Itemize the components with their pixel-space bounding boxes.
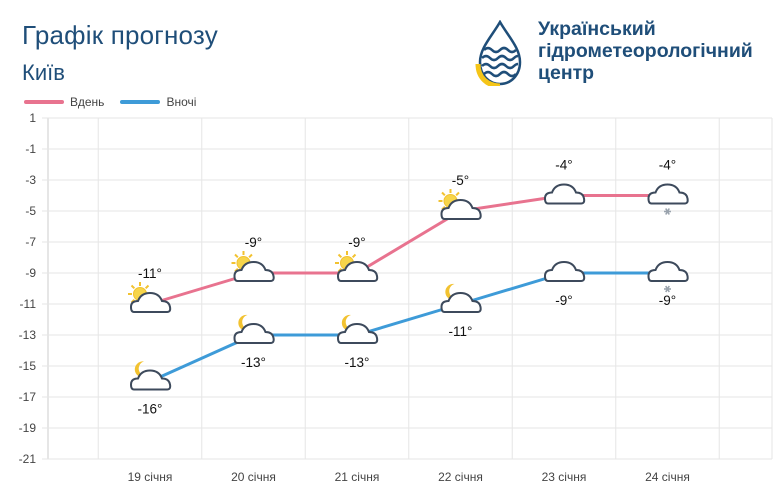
cloud-shape [336,260,379,282]
weather-icon-sun-cloud [128,282,172,313]
legend-swatch-day [24,100,64,104]
weather-icon-moon-cloud [233,314,275,344]
weather-icon-moon-cloud [440,283,482,313]
x-tick-label: 21 січня [335,470,380,484]
data-label-day: -4° [659,158,676,173]
cloud-shape [440,198,482,220]
weather-icon-moon-cloud [129,361,172,391]
legend-item-day[interactable]: Вдень [24,95,104,109]
data-label-night: -13° [241,355,266,370]
weather-icon-cloud [543,183,586,205]
legend-label-day: Вдень [70,95,105,109]
cloud-shape [440,291,482,313]
y-tick-label: -3 [25,173,36,187]
data-label-day: -5° [452,173,469,188]
data-label-day: -9° [245,235,262,250]
weather-icon-cloud [543,260,586,282]
cloud-shape [543,260,586,282]
y-tick-label: -15 [19,359,37,373]
legend-swatch-night [120,100,161,104]
data-label-day: -4° [555,158,572,173]
legend-label-night: Вночі [166,95,197,109]
cloud-shape [647,183,689,205]
sun-ray [248,253,253,259]
org-line-3: центр [538,62,595,84]
y-tick-label: -1 [25,142,36,156]
city-name: Київ [22,60,65,85]
data-label-night: -9° [659,293,676,308]
y-tick-label: -17 [19,390,37,404]
cloud-shape [233,322,275,344]
sun-ray [441,191,446,197]
weather-icon-cloud-snow [647,260,689,293]
y-tick-label: -13 [19,328,37,342]
y-tick-label: -7 [25,235,36,249]
data-label-night: -11° [449,324,473,339]
x-tick-label: 22 січня [438,470,483,484]
sun-ray [351,253,357,259]
weather-icon-sun-cloud [438,189,482,220]
chart-title: Графік прогнозу [22,20,218,50]
weather-icon-moon-cloud [336,314,379,344]
x-tick-label: 20 січня [231,470,276,484]
sun-ray [130,284,136,290]
snowflake-stroke [665,208,670,215]
weather-icon-sun-cloud [335,251,379,282]
moon-crescent [238,314,252,331]
sun-ray [337,253,343,259]
weather-icon-cloud-snow [647,183,689,215]
legend-item-night[interactable]: Вночі [120,95,196,109]
data-label-night: -9° [555,293,572,308]
cloud-shape [129,369,172,391]
y-tick-label: 1 [29,111,36,125]
cloud-shape [543,183,586,205]
organization-name: Український гідрометеорологічний центр [538,18,753,84]
x-tick-label: 24 січня [645,470,690,484]
data-label-day: -9° [348,235,365,250]
y-tick-label: -21 [19,452,37,466]
y-tick-label: -9 [25,266,36,280]
sun-ray [455,191,460,197]
moon-crescent [134,361,148,378]
cloud-shape [129,291,172,313]
y-tick-label: -11 [20,297,37,311]
cloud-shape [233,260,275,282]
snowflake-stroke [665,285,670,293]
x-tick-label: 23 січня [542,470,587,484]
sun-ray [144,284,150,290]
y-tick-label: -19 [19,421,37,435]
moon-crescent [445,283,459,300]
data-label-day: -11° [138,266,162,281]
sun-ray [234,253,239,259]
cloud-shape [647,260,689,282]
cloud-shape [336,322,379,344]
moon-crescent [341,314,355,331]
x-tick-label: 19 січня [128,470,173,484]
hydromet-logo-icon [475,20,522,86]
weather-icon-sun-cloud [231,251,275,282]
y-tick-label: -5 [25,204,36,218]
data-label-night: -16° [138,402,163,417]
org-line-1: Український [538,18,656,40]
org-line-2: гідрометеорологічний [538,40,753,62]
data-label-night: -13° [345,355,370,370]
chart-legend: Вдень Вночі [24,95,212,109]
